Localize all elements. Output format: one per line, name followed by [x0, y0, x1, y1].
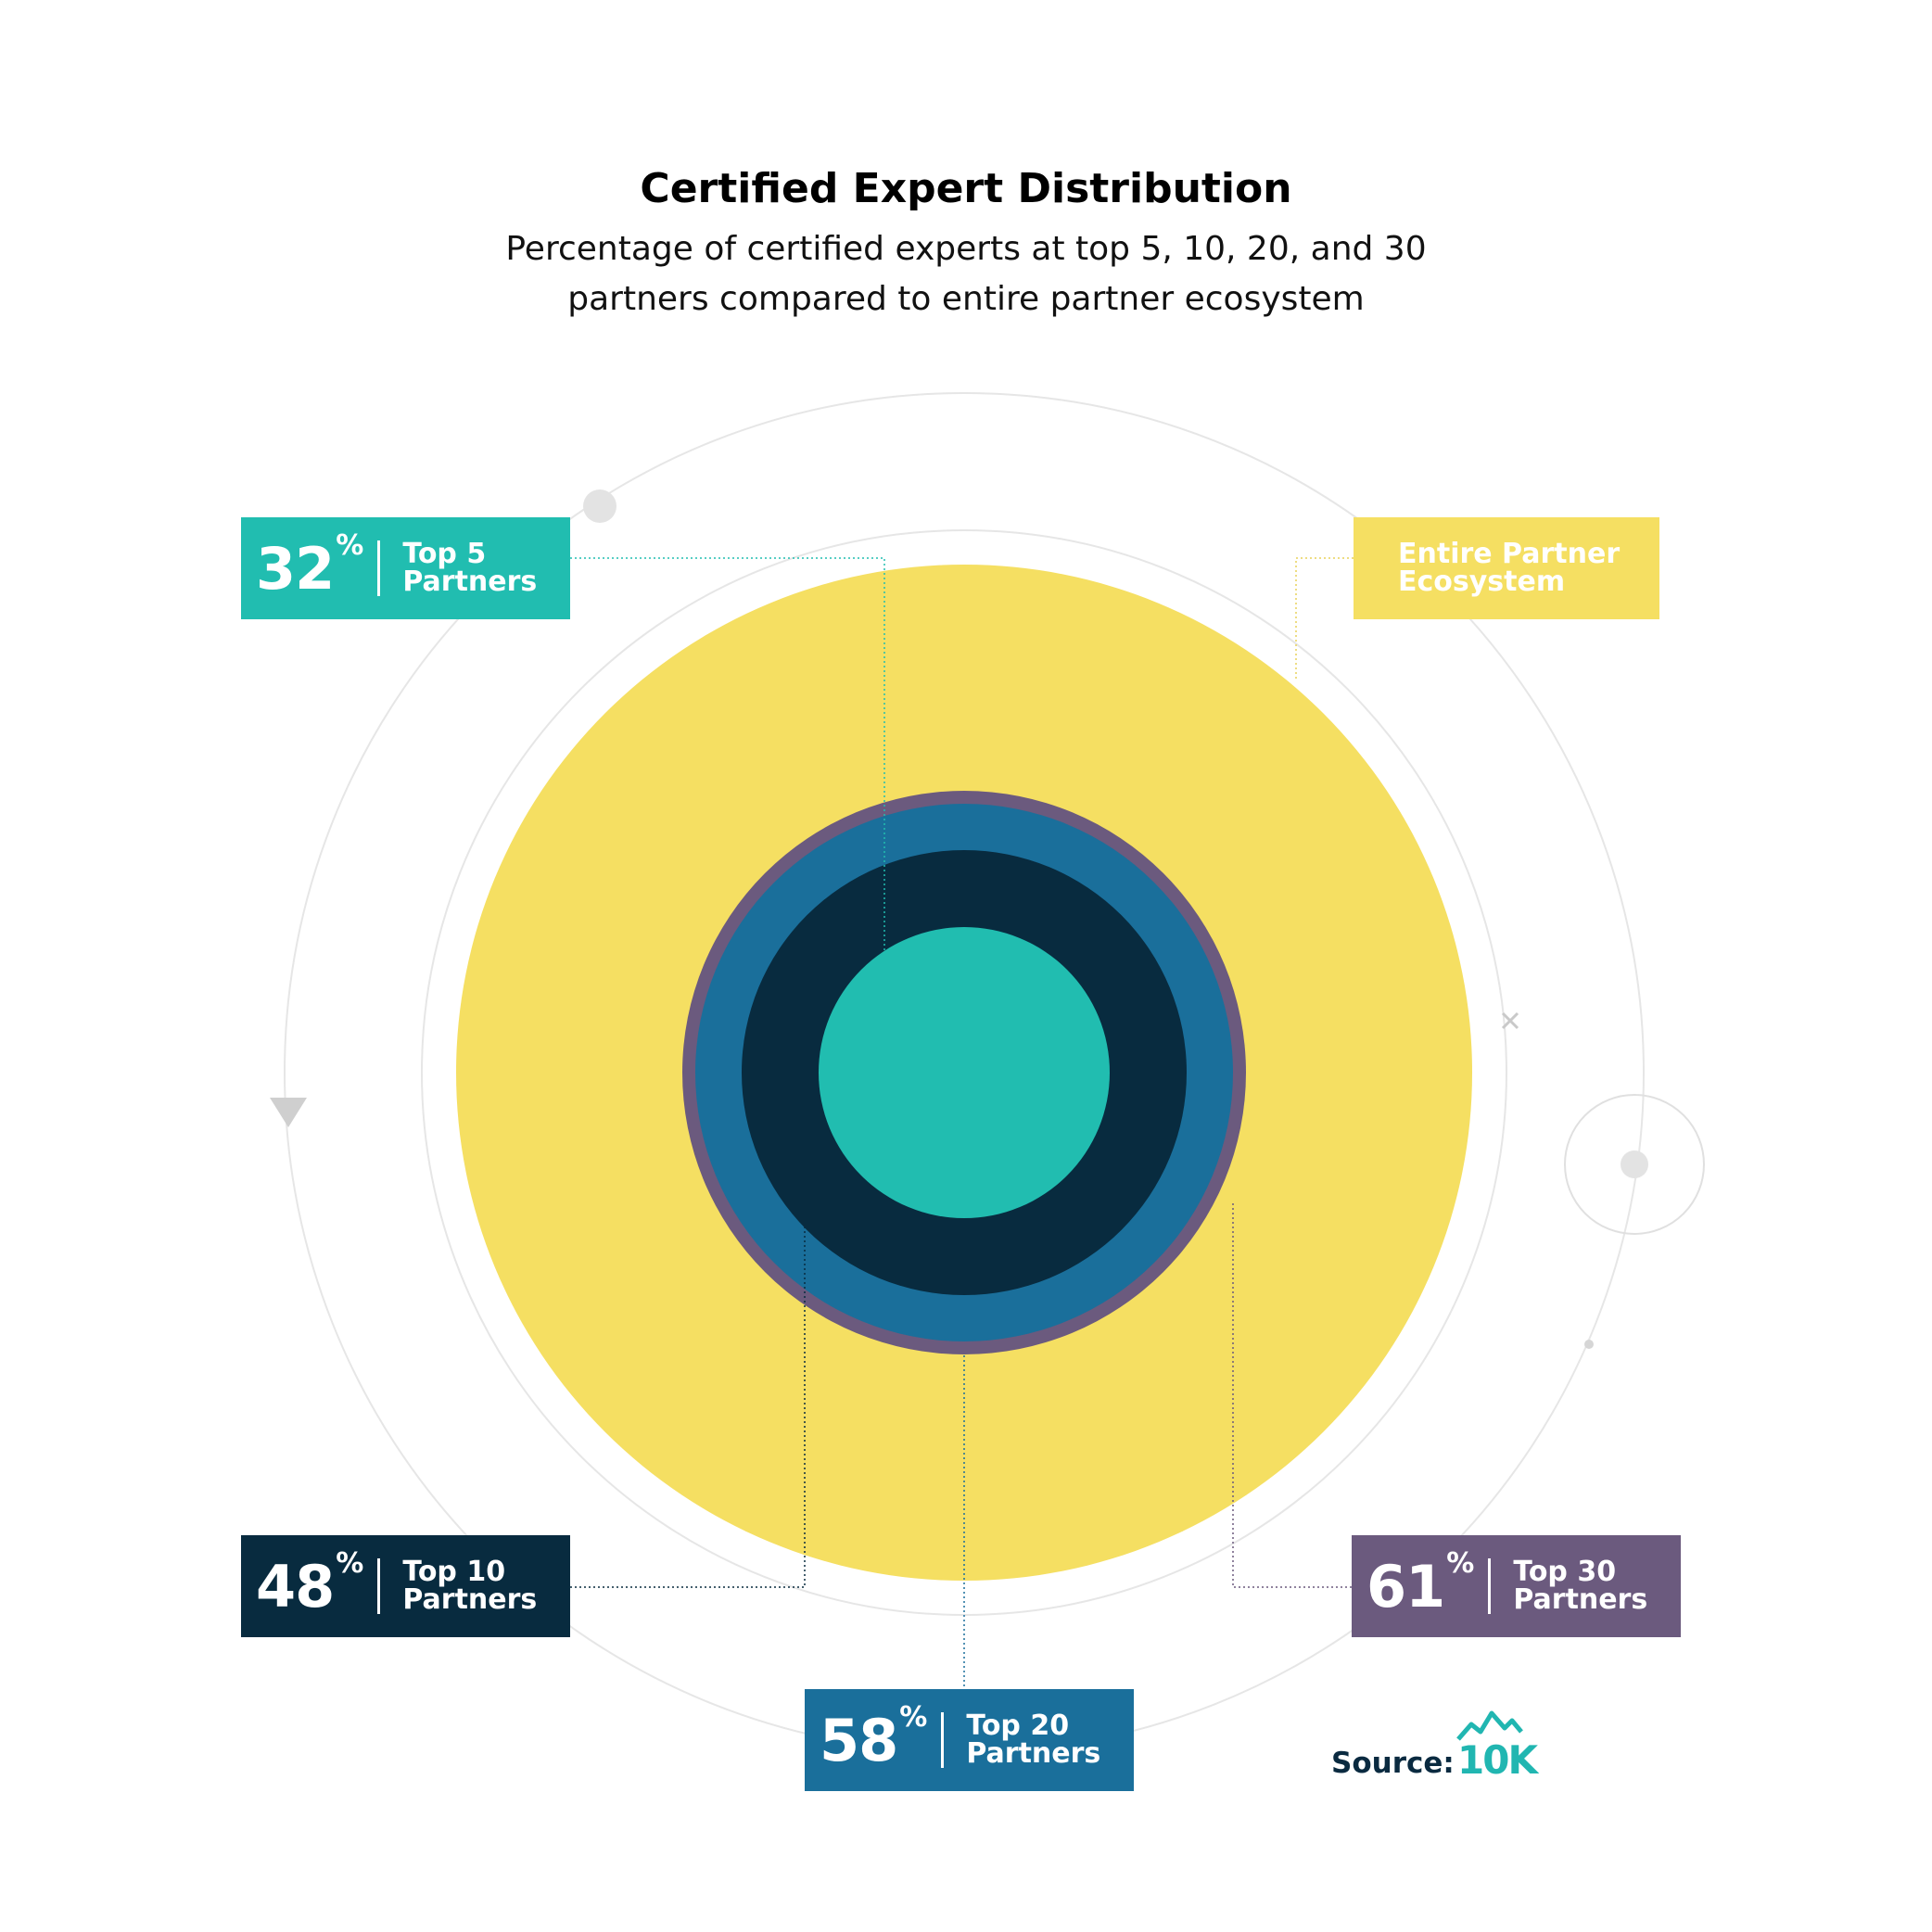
label-top30-text: Top 30 Partners — [1513, 1556, 1648, 1616]
top5-circle — [819, 927, 1110, 1218]
leader-line-ecosystem — [1295, 557, 1354, 681]
mountain-logo-icon — [1456, 1710, 1523, 1741]
label-top5-text: Top 5 Partners — [402, 538, 538, 598]
brand-logo: 10K — [1457, 1737, 1538, 1783]
decor-dot-top — [583, 489, 616, 523]
decor-triangle — [270, 1098, 307, 1127]
label-top30: 61% Top 30 Partners — [1352, 1535, 1681, 1637]
label-top5-divider — [377, 540, 381, 596]
label-top20: 58% Top 20 Partners — [805, 1689, 1134, 1791]
chart-title: Certified Expert Distribution — [640, 165, 1292, 212]
label-top10-divider — [377, 1558, 381, 1614]
label-top20-divider — [941, 1712, 945, 1768]
source-label: Source: — [1331, 1747, 1455, 1780]
label-top5: 32% Top 5 Partners — [241, 517, 570, 619]
label-top20-text: Top 20 Partners — [966, 1710, 1101, 1770]
decor-dot-right — [1621, 1150, 1648, 1178]
chart-subtitle: Percentage of certified experts at top 5… — [464, 224, 1468, 324]
label-ecosystem-text: Entire Partner Ecosystem — [1398, 538, 1621, 598]
subtitle-line-1: Percentage of certified experts at top 5… — [505, 230, 1427, 268]
label-top30-value: 61% — [1366, 1546, 1474, 1621]
decor-x-mark — [1501, 1011, 1519, 1030]
label-top20-value: 58% — [820, 1700, 927, 1774]
label-top30-divider — [1488, 1558, 1492, 1614]
subtitle-line-2: partners compared to entire partner ecos… — [567, 280, 1365, 318]
label-top10-text: Top 10 Partners — [402, 1556, 538, 1616]
label-top10: 48% Top 10 Partners — [241, 1535, 570, 1637]
label-ecosystem: Entire Partner Ecosystem — [1354, 517, 1659, 619]
decor-dot-tiny — [1584, 1340, 1594, 1349]
label-top10-value: 48% — [256, 1546, 363, 1621]
decor-ring-small — [1564, 1094, 1705, 1235]
label-top5-value: 32% — [256, 528, 363, 603]
